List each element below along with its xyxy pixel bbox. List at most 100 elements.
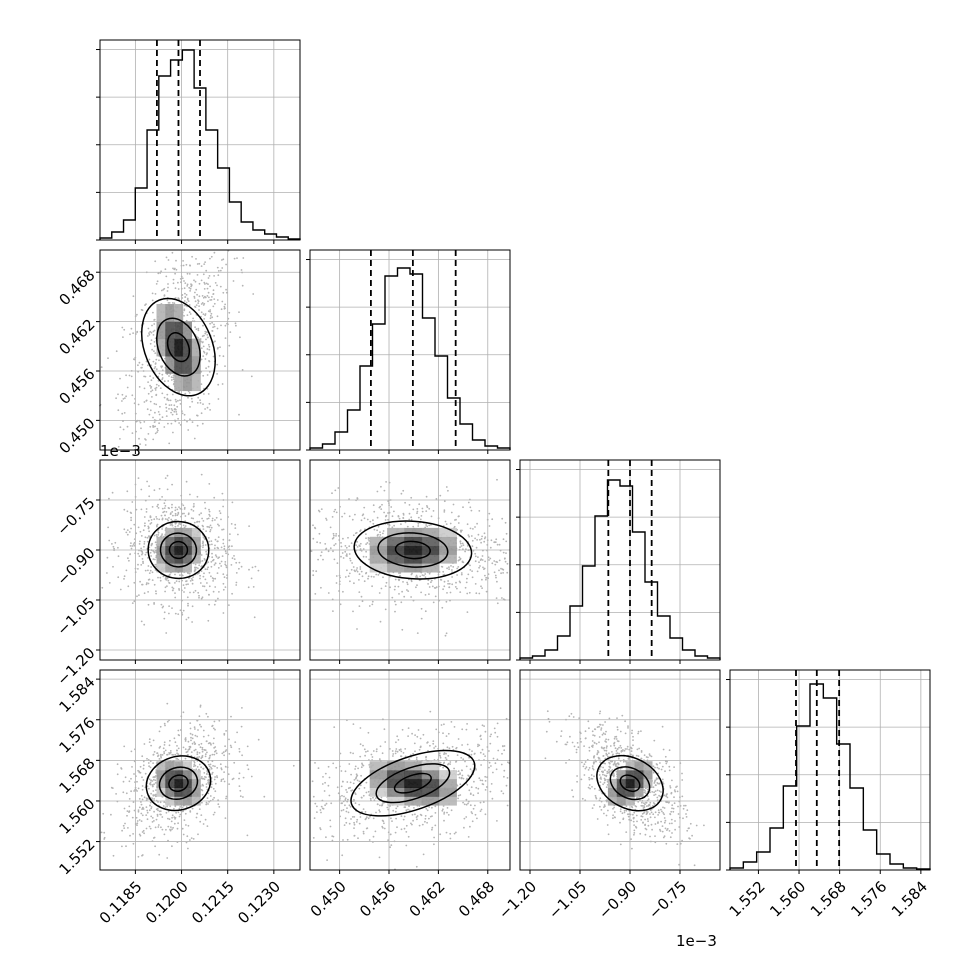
scatter-point (112, 565, 114, 568)
density-cell (439, 778, 457, 788)
scatter-point (466, 545, 469, 547)
scatter-point (572, 795, 575, 798)
scatter-point (686, 809, 689, 812)
scatter-point (492, 771, 494, 774)
scatter-point (484, 536, 487, 538)
scatter-point (225, 795, 228, 798)
scatter-point (220, 518, 222, 521)
scatter-point (179, 574, 181, 576)
scatter-point (430, 581, 432, 584)
scatter-point (222, 538, 225, 541)
scatter-point (179, 278, 182, 280)
contour-0 (166, 331, 191, 363)
scatter-point (160, 603, 163, 606)
scatter-point (222, 751, 225, 754)
scatter-point (172, 267, 174, 270)
scatter-point (228, 783, 231, 785)
scatter-point (164, 477, 167, 479)
scatter-point (424, 820, 426, 823)
scatter-point (468, 775, 470, 778)
scatter-point (365, 537, 367, 540)
scatter-point (380, 508, 383, 510)
scatter-point (468, 789, 471, 792)
scatter-point (168, 507, 171, 510)
scatter-point (416, 815, 419, 817)
scatter-point (159, 810, 162, 812)
scatter-point (408, 512, 411, 515)
scatter-point (593, 804, 595, 806)
scatter-point (421, 507, 424, 510)
scatter-point (205, 553, 208, 556)
scatter-point (377, 525, 380, 528)
scatter-point (163, 722, 166, 725)
scatter-point (191, 582, 194, 585)
scatter-point (312, 574, 315, 577)
scatter-point (669, 786, 672, 789)
scatter-point (345, 546, 348, 549)
scatter-point (121, 412, 124, 415)
scatter-point (208, 513, 211, 516)
scatter-point (227, 546, 230, 548)
scatter-point (602, 766, 604, 769)
scatter-point (501, 752, 503, 755)
scatter-point (126, 810, 129, 812)
scatter-point (461, 542, 464, 545)
scatter-point (217, 270, 220, 272)
scatter-point (101, 586, 104, 589)
scatter-point (462, 758, 465, 761)
scatter-point (351, 562, 353, 564)
scatter-point (156, 427, 159, 430)
scatter-point (494, 731, 497, 734)
scatter-point (180, 275, 183, 278)
scatter-point (372, 522, 375, 525)
scatter-point (189, 839, 191, 841)
scatter-point (149, 330, 152, 333)
scatter-point (198, 564, 201, 567)
scatter-point (431, 585, 434, 588)
scatter-point (416, 576, 419, 579)
scatter-point (121, 393, 124, 396)
scatter-point (389, 586, 391, 589)
scatter-point (145, 827, 148, 830)
scatter-point (161, 392, 164, 395)
scatter-point (144, 524, 146, 527)
scatter-point (108, 582, 111, 584)
scatter-point (235, 324, 237, 327)
scatter-point (146, 536, 149, 539)
scatter-point (392, 809, 395, 812)
scatter-point (129, 834, 131, 837)
scatter-point (197, 729, 199, 731)
scatter-point (155, 386, 158, 389)
scatter-point (153, 783, 156, 786)
scatter-point (198, 309, 200, 311)
scatter-point (468, 756, 470, 759)
scatter-point (166, 397, 169, 400)
scatter-point (639, 832, 642, 835)
scatter-point (414, 813, 416, 816)
scatter-point (458, 776, 461, 779)
scatter-point (150, 519, 153, 521)
scatter-point (153, 794, 156, 796)
scatter-point (660, 768, 663, 771)
scatter-point (166, 290, 169, 292)
density-cell (183, 321, 192, 340)
scatter-point (215, 516, 218, 519)
scatter-point (202, 324, 204, 327)
scatter-point (638, 747, 640, 750)
scatter-point (231, 592, 234, 595)
scatter-point (152, 424, 155, 427)
scatter-point (187, 740, 190, 743)
scatter-point (151, 780, 154, 782)
scatter-point (124, 776, 127, 779)
scatter-point (356, 497, 359, 500)
scatter-point (127, 827, 129, 829)
scatter-point (373, 576, 375, 578)
scatter-point (649, 801, 652, 804)
scatter-point (372, 504, 375, 507)
scatter-point (201, 756, 204, 759)
scatter-point (103, 838, 106, 840)
scatter-point (368, 759, 370, 761)
scatter-point (202, 540, 204, 543)
scatter-point (131, 394, 134, 397)
scatter-point (400, 828, 403, 831)
